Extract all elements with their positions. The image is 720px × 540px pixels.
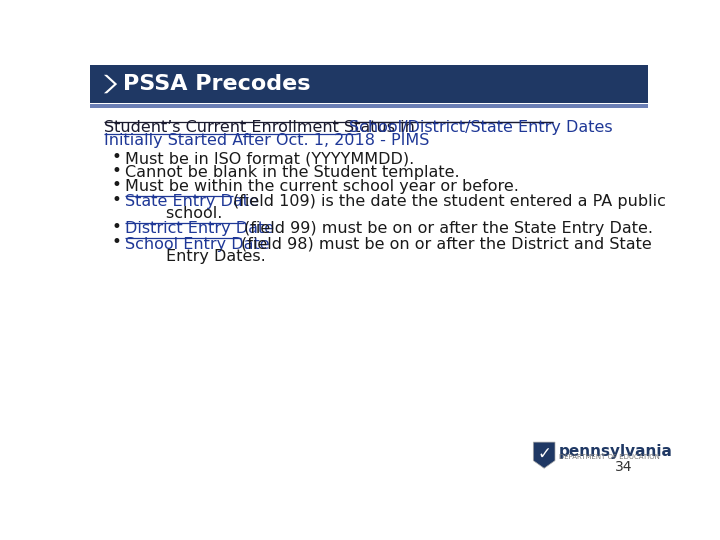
Polygon shape [104,75,117,93]
Text: •: • [112,176,122,194]
Text: (field 98) must be on or after the District and State: (field 98) must be on or after the Distr… [241,237,652,252]
Text: DEPARTMENT OF EDUCATION: DEPARTMENT OF EDUCATION [559,454,660,460]
Text: Cannot be blank in the Student template.: Cannot be blank in the Student template. [125,165,459,180]
Polygon shape [534,442,555,468]
Text: •: • [112,233,122,252]
Text: District Entry Date: District Entry Date [125,221,279,236]
Text: Must be in ISO format (YYYYMMDD).: Must be in ISO format (YYYYMMDD). [125,151,414,166]
Text: (field 99) must be on or after the State Entry Date.: (field 99) must be on or after the State… [244,221,654,236]
FancyBboxPatch shape [90,104,648,108]
Text: School/District/State Entry Dates: School/District/State Entry Dates [349,120,613,135]
Text: State Entry Date: State Entry Date [125,194,264,209]
Text: •: • [112,148,122,166]
Text: School Entry Date: School Entry Date [125,237,274,252]
Text: Must be within the current school year or before.: Must be within the current school year o… [125,179,518,194]
Text: •: • [112,191,122,209]
Text: Initially Started After Oct. 1, 2018 - PIMS: Initially Started After Oct. 1, 2018 - P… [104,132,429,147]
Text: 34: 34 [615,461,632,475]
Text: pennsylvania: pennsylvania [559,444,672,458]
Text: PSSA Precodes: PSSA Precodes [122,74,310,94]
Text: •: • [112,162,122,180]
Text: Student’s Current Enrollment Status in: Student’s Current Enrollment Status in [104,120,420,135]
Text: Entry Dates.: Entry Dates. [125,249,266,264]
Text: ✓: ✓ [537,444,551,463]
FancyBboxPatch shape [90,65,648,103]
Text: •: • [112,218,122,236]
Text: (field 109) is the date the student entered a PA public: (field 109) is the date the student ente… [233,194,665,209]
Text: school.: school. [125,206,222,221]
